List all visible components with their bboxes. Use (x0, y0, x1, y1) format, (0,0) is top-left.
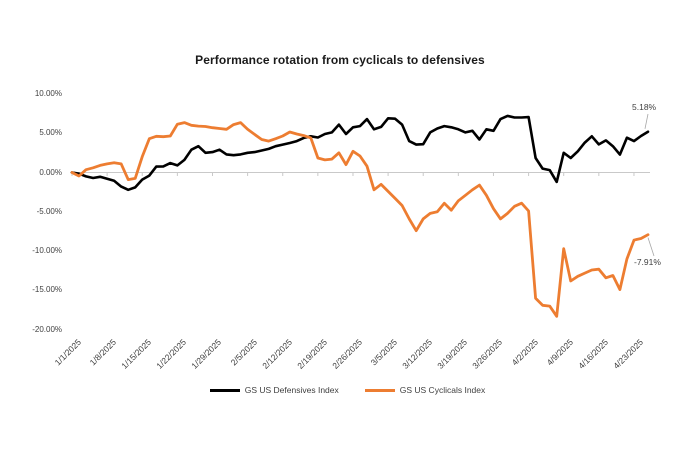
legend-item-cyclicals: GS US Cyclicals Index (364, 385, 486, 395)
defensives-end-label: 5.18% (632, 102, 657, 112)
y-axis-label: -20.00% (32, 324, 62, 334)
defensives-legend-label: GS US Defensives Index (244, 385, 339, 395)
cyclicals-legend-label: GS US Cyclicals Index (399, 385, 486, 395)
y-axis-label: 0.00% (39, 167, 62, 177)
defensives-line-swatch (209, 388, 240, 392)
cyclicals-line (70, 121, 650, 318)
cyclicals-line-swatch (364, 388, 395, 392)
y-axis-label: 5.00% (39, 128, 62, 138)
defensives-line (70, 114, 650, 192)
y-axis-label: -5.00% (36, 206, 62, 216)
y-axis-label: -15.00% (32, 285, 62, 295)
cyclicals-leader-line (647, 237, 655, 257)
chart-title: Performance rotation from cyclicals to d… (195, 53, 485, 67)
defensives-leader-line (644, 113, 649, 129)
y-axis-label: -10.00% (32, 246, 62, 256)
cyclicals-end-label: -7.91% (634, 257, 661, 267)
legend-item-defensives: GS US Defensives Index (209, 385, 339, 395)
legend: GS US Defensives Index GS US Cyclicals I… (0, 385, 695, 395)
y-axis-label: 10.00% (34, 88, 62, 98)
